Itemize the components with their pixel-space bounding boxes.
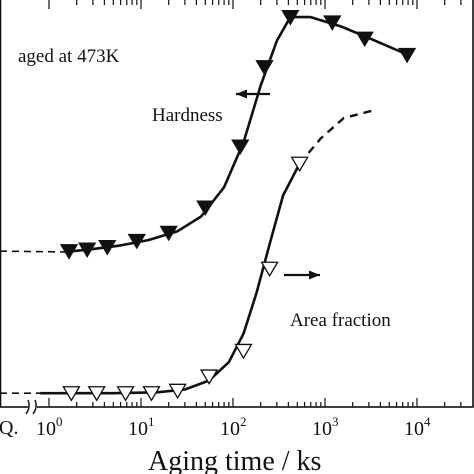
hardness-point [255,60,274,76]
area-fraction-point [116,386,135,402]
x-tick-label: 103 [312,414,339,440]
area-fraction-point [290,156,309,173]
area-fraction-label: Area fraction [290,310,391,331]
wq-tick-label: Q. [0,417,18,439]
hardness-label: Hardness [152,105,223,126]
area-fraction-point [199,369,219,385]
plot-frame [0,0,474,417]
area-fraction-point [260,261,279,278]
area-fraction-point [168,383,187,400]
hardness-point [98,239,117,256]
hardness-axis-arrow-head [236,89,247,99]
x-tick-label: 100 [36,414,63,440]
hardness-point [59,244,79,260]
area-fraction-point [87,386,106,402]
area-fraction-axis-arrow-head [309,270,320,280]
plot-border [0,0,474,408]
hardness-point [78,242,97,258]
area-fraction-extrapolation [298,108,376,165]
x-tick-label: 102 [220,414,247,440]
hardness-point [159,225,178,242]
hardness-point [196,200,215,217]
axis-break [25,397,37,417]
axis-break-line [32,399,37,415]
x-tick-labels: 100 101 102 103 104 [36,414,431,440]
axis-break-gap [28,397,37,417]
hardness-point [397,47,417,64]
x-tick-label: 101 [128,414,155,440]
hardness-quench-dashed [0,250,66,253]
x-axis-label: Aging time / ks [148,446,321,474]
condition-label: aged at 473K [18,46,120,67]
hardness-point [323,15,342,31]
axis-break-line [25,399,30,415]
markers [59,10,417,402]
area-fraction-curve [40,163,301,395]
hardness-point [127,233,146,250]
hardness-point [231,139,250,156]
hardness-point [355,31,374,48]
area-fraction-point [142,386,161,402]
area-fraction-point [234,343,253,360]
arrows [236,89,320,280]
hardness-point [281,10,300,26]
x-tick-label: 104 [404,414,431,440]
area-fraction-point [62,386,81,402]
